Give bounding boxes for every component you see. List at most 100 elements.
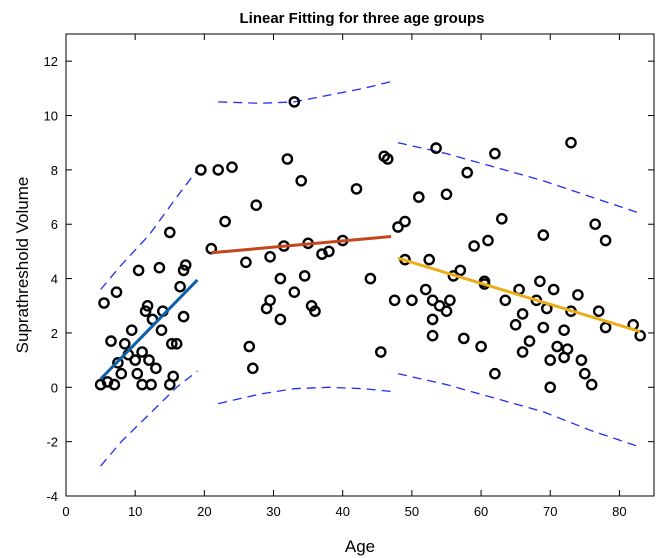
x-tick-label: 30 [266,504,280,519]
data-point [141,299,154,312]
data-point [537,229,550,241]
data-point [295,174,308,187]
data-point [579,367,591,380]
x-tick-label: 0 [62,504,69,519]
data-point [412,191,425,203]
y-tick-label: 8 [51,163,58,178]
data-point [155,324,168,337]
data-point [274,313,287,326]
data-point [145,378,157,391]
data-point [444,294,456,307]
data-point [125,324,138,337]
x-tick-label: 70 [543,504,557,519]
data-point [298,270,311,282]
data-point [132,264,145,277]
data-point [243,340,256,353]
data-point [461,166,474,179]
data-point [205,242,218,255]
data-point [426,294,439,307]
x-axis: 0 10 20 30 40 50 60 70 80 [62,34,627,519]
data-point [143,354,155,366]
data-point [165,337,178,350]
data-point [94,378,107,391]
data-point [433,299,446,312]
data-point [316,248,328,260]
data-point [388,294,401,307]
data-point [364,272,377,285]
data-point [129,354,141,366]
data-point [110,286,123,299]
data-point [177,264,190,277]
chart-title: Linear Fitting for three age groups [239,10,484,27]
data-point [468,240,480,252]
x-tick-label: 80 [612,504,626,519]
data-point [499,294,512,307]
data-point [163,226,176,239]
fit-line [211,235,392,255]
data-point [589,218,602,230]
data-point [482,234,494,247]
data-point [558,324,570,337]
data-point [440,188,453,201]
confidence-band-line [218,386,392,405]
data-point [585,378,598,391]
data-point [475,340,487,353]
y-axis-label: Suprathreshold Volume [13,177,32,354]
confidence-band-line [100,370,198,467]
data-point [516,346,529,358]
data-point [119,337,131,350]
fit-line [397,256,641,334]
data-point [572,289,584,301]
data-point [381,153,394,165]
data-point [454,264,467,277]
x-tick-label: 10 [128,504,142,519]
confidence-band-line [397,373,641,448]
data-point [544,381,557,394]
y-tick-label: 0 [51,380,58,395]
data-point [170,337,183,350]
x-tick-label: 20 [197,504,211,519]
data-point [426,313,439,326]
data-point [136,346,148,358]
data-point [115,367,128,380]
data-point [406,294,418,307]
data-point [565,136,577,149]
y-tick-label: -2 [46,435,58,450]
data-point [547,283,560,296]
data-point [426,329,439,342]
data-point [174,280,186,293]
data-point [419,283,432,296]
x-axis-label: Age [345,537,375,556]
data-point [177,310,190,323]
y-axis: -4 -2 0 2 4 6 8 10 12 [44,54,654,504]
data-point [489,367,501,380]
data-point [139,305,152,318]
x-tick-label: 60 [474,504,488,519]
data-point [592,305,605,318]
data-point [599,321,612,334]
data-point [98,297,110,309]
data-point [281,153,294,165]
plot-area-border [65,33,655,497]
data-point [179,259,192,271]
data-point [544,354,557,366]
data-point [309,305,321,318]
y-tick-label: 2 [51,326,58,341]
data-point [288,286,301,299]
data-point [212,164,224,176]
confidence-band-line [397,142,641,215]
data-point [264,250,276,263]
data-point [537,321,550,334]
confidence-band-line [100,169,198,290]
data-point [250,199,263,211]
data-point [489,147,501,160]
confidence-band-line [218,80,392,104]
data-point [599,234,612,247]
data-point [323,245,335,258]
data-point [264,294,276,307]
data-point [392,221,404,233]
data-point [399,215,411,228]
y-tick-label: 12 [44,54,58,69]
y-tick-label: 10 [44,109,58,124]
